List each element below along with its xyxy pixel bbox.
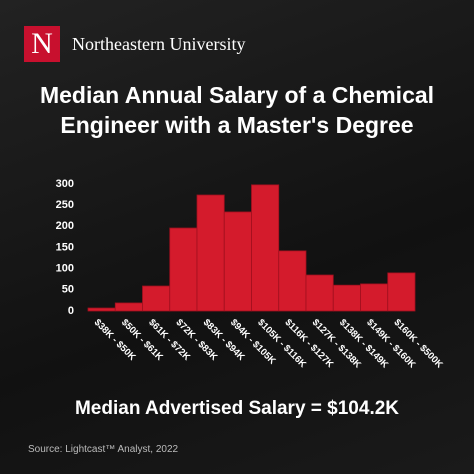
bar <box>251 184 280 312</box>
bar <box>305 274 334 312</box>
logo: N <box>24 26 60 62</box>
annotation: Median Advertised Salary = $104.2K <box>74 398 400 419</box>
y-tick-label: 0 <box>68 305 74 317</box>
brand-name: Northeastern University <box>72 34 246 54</box>
bar <box>87 307 116 312</box>
bar <box>278 250 307 312</box>
bar <box>360 283 389 312</box>
y-tick-label: 100 <box>56 263 74 275</box>
y-tick-label: 200 <box>56 220 74 232</box>
bar <box>196 194 225 312</box>
bar <box>114 302 143 312</box>
y-tick-label: 250 <box>56 199 74 211</box>
bar <box>142 285 171 312</box>
y-tick-label: 300 <box>56 178 74 190</box>
bar <box>387 272 416 312</box>
bar <box>332 284 361 312</box>
source: Source: Lightcast™ Analyst, 2022 <box>28 444 179 455</box>
y-tick-label: 50 <box>62 284 74 296</box>
chart-title: Median Annual Salary of a Chemical Engin… <box>39 82 435 138</box>
bar <box>169 227 198 312</box>
bar <box>223 211 252 312</box>
y-tick-label: 150 <box>56 241 74 253</box>
